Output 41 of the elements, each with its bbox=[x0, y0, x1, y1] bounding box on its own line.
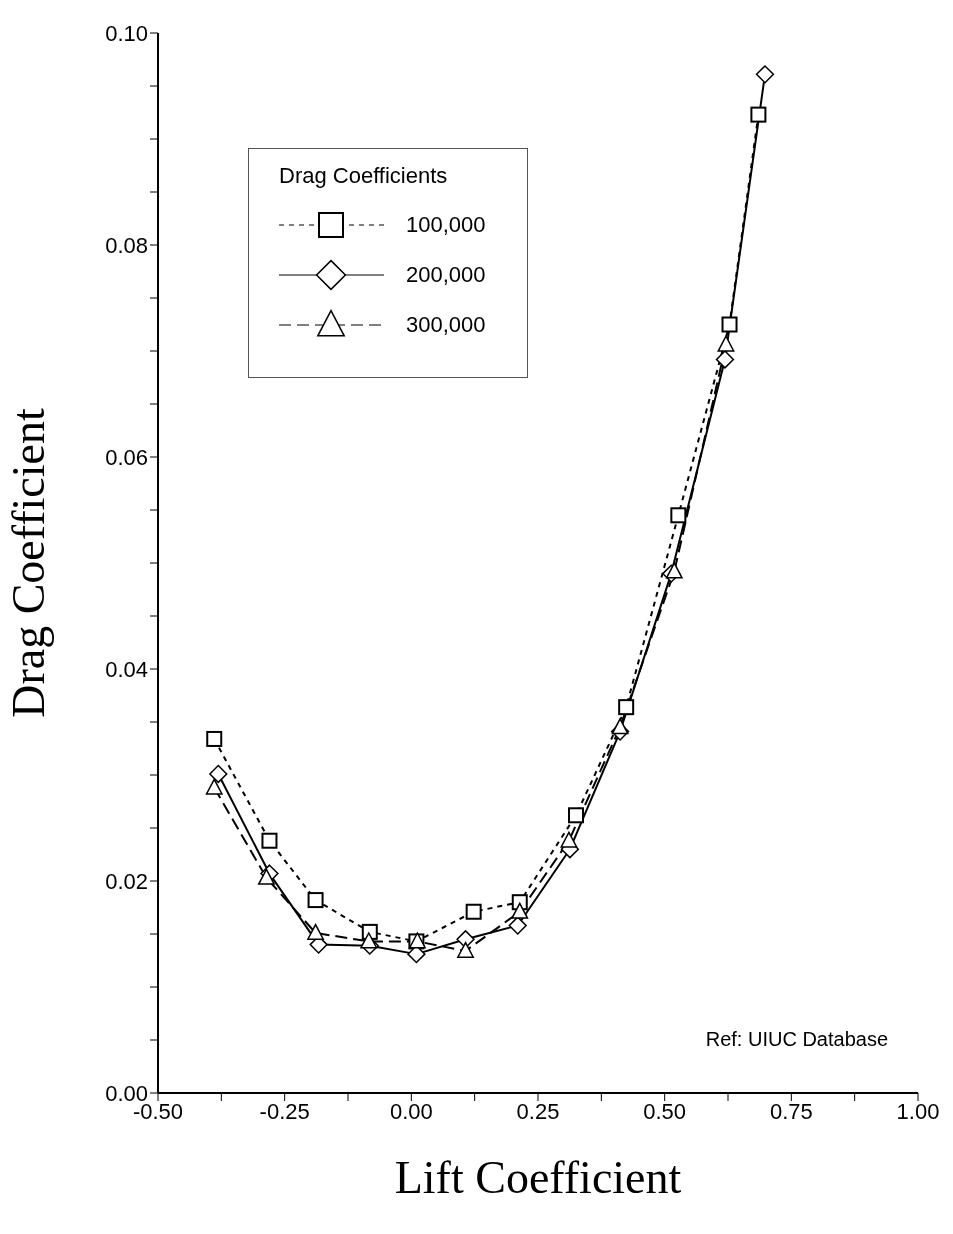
point bbox=[261, 832, 278, 849]
legend-label: 200,000 bbox=[406, 262, 486, 288]
x-tick-label: 0.50 bbox=[643, 1098, 687, 1124]
point bbox=[209, 764, 228, 784]
point bbox=[568, 807, 584, 824]
point bbox=[205, 778, 223, 795]
point bbox=[750, 106, 767, 123]
point bbox=[755, 65, 775, 84]
x-tick-label: -0.25 bbox=[259, 1098, 310, 1124]
point bbox=[307, 923, 325, 940]
point bbox=[465, 903, 482, 920]
point bbox=[560, 831, 578, 848]
point bbox=[307, 892, 324, 909]
x-tick-label: 1.00 bbox=[896, 1098, 940, 1124]
point bbox=[717, 335, 735, 352]
point bbox=[721, 316, 738, 333]
point bbox=[611, 718, 629, 735]
annotation: Ref: UIUC Database bbox=[705, 1028, 888, 1051]
x-tick-label: 0.00 bbox=[389, 1098, 433, 1124]
y-tick-label: 0.10 bbox=[105, 20, 148, 46]
legend-title: Drag Coefficients bbox=[279, 163, 449, 189]
point bbox=[457, 941, 474, 959]
point bbox=[618, 699, 635, 716]
x-tick-label: 0.75 bbox=[769, 1098, 813, 1124]
point bbox=[670, 507, 687, 524]
point bbox=[665, 562, 683, 579]
x-axis-title: Lift Coefficient bbox=[394, 1152, 682, 1203]
y-tick-label: 0.02 bbox=[105, 868, 148, 894]
point bbox=[715, 350, 735, 369]
point bbox=[508, 916, 527, 935]
legend-label: 300,000 bbox=[406, 312, 486, 338]
y-tick-label: 0.04 bbox=[105, 656, 148, 682]
y-tick-label: 0.08 bbox=[105, 232, 148, 258]
legend-label: 100,000 bbox=[406, 212, 486, 238]
point bbox=[257, 868, 275, 885]
point bbox=[511, 902, 529, 919]
x-tick-label: 0.25 bbox=[516, 1098, 560, 1124]
point bbox=[360, 932, 378, 949]
y-tick-label: 0.06 bbox=[105, 444, 148, 470]
y-axis-title: Drag Coefficient bbox=[3, 408, 55, 718]
point bbox=[206, 730, 223, 747]
